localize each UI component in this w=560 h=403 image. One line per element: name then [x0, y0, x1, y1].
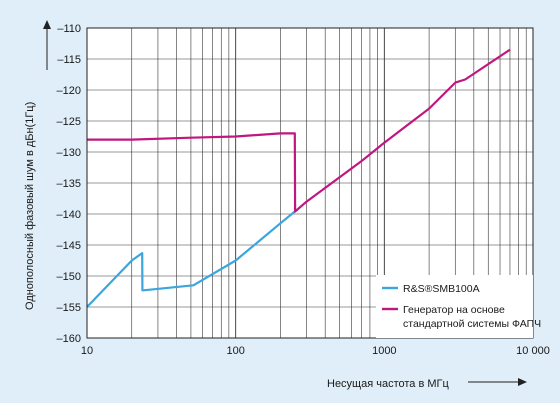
x-tick-label: 1000: [372, 345, 396, 357]
y-axis-label: Однополосный фазовый шум в дБн(1Гц): [24, 102, 36, 310]
y-tick-label: –125: [57, 116, 81, 128]
x-axis-label: Несущая частота в МГц: [327, 378, 449, 390]
x-axis-arrowhead: [518, 378, 527, 386]
x-tick-label: 10: [81, 345, 93, 357]
y-tick-label: –120: [57, 85, 81, 97]
y-tick-label: –145: [57, 240, 81, 252]
legend-label-pll-line2: стандартной системы ФАПЧ: [403, 318, 541, 330]
y-axis-arrowhead: [43, 20, 51, 29]
y-tick-label: –115: [57, 54, 81, 66]
y-tick-label: –155: [57, 302, 81, 314]
y-tick-label: –160: [57, 333, 81, 345]
legend-label-pll: Генератор на основе: [403, 304, 505, 316]
y-tick-label: –150: [57, 271, 81, 283]
x-tick-label: 10 000: [516, 345, 550, 357]
y-tick-label: –140: [57, 209, 81, 221]
y-tick-label: –135: [57, 178, 81, 190]
x-tick-label: 100: [226, 345, 244, 357]
legend: R&S®SMB100A Генератор на основе стандарт…: [376, 275, 541, 338]
legend-label-smb100a: R&S®SMB100A: [403, 283, 480, 295]
y-tick-label: –110: [57, 23, 81, 35]
y-tick-label: –130: [57, 147, 81, 159]
